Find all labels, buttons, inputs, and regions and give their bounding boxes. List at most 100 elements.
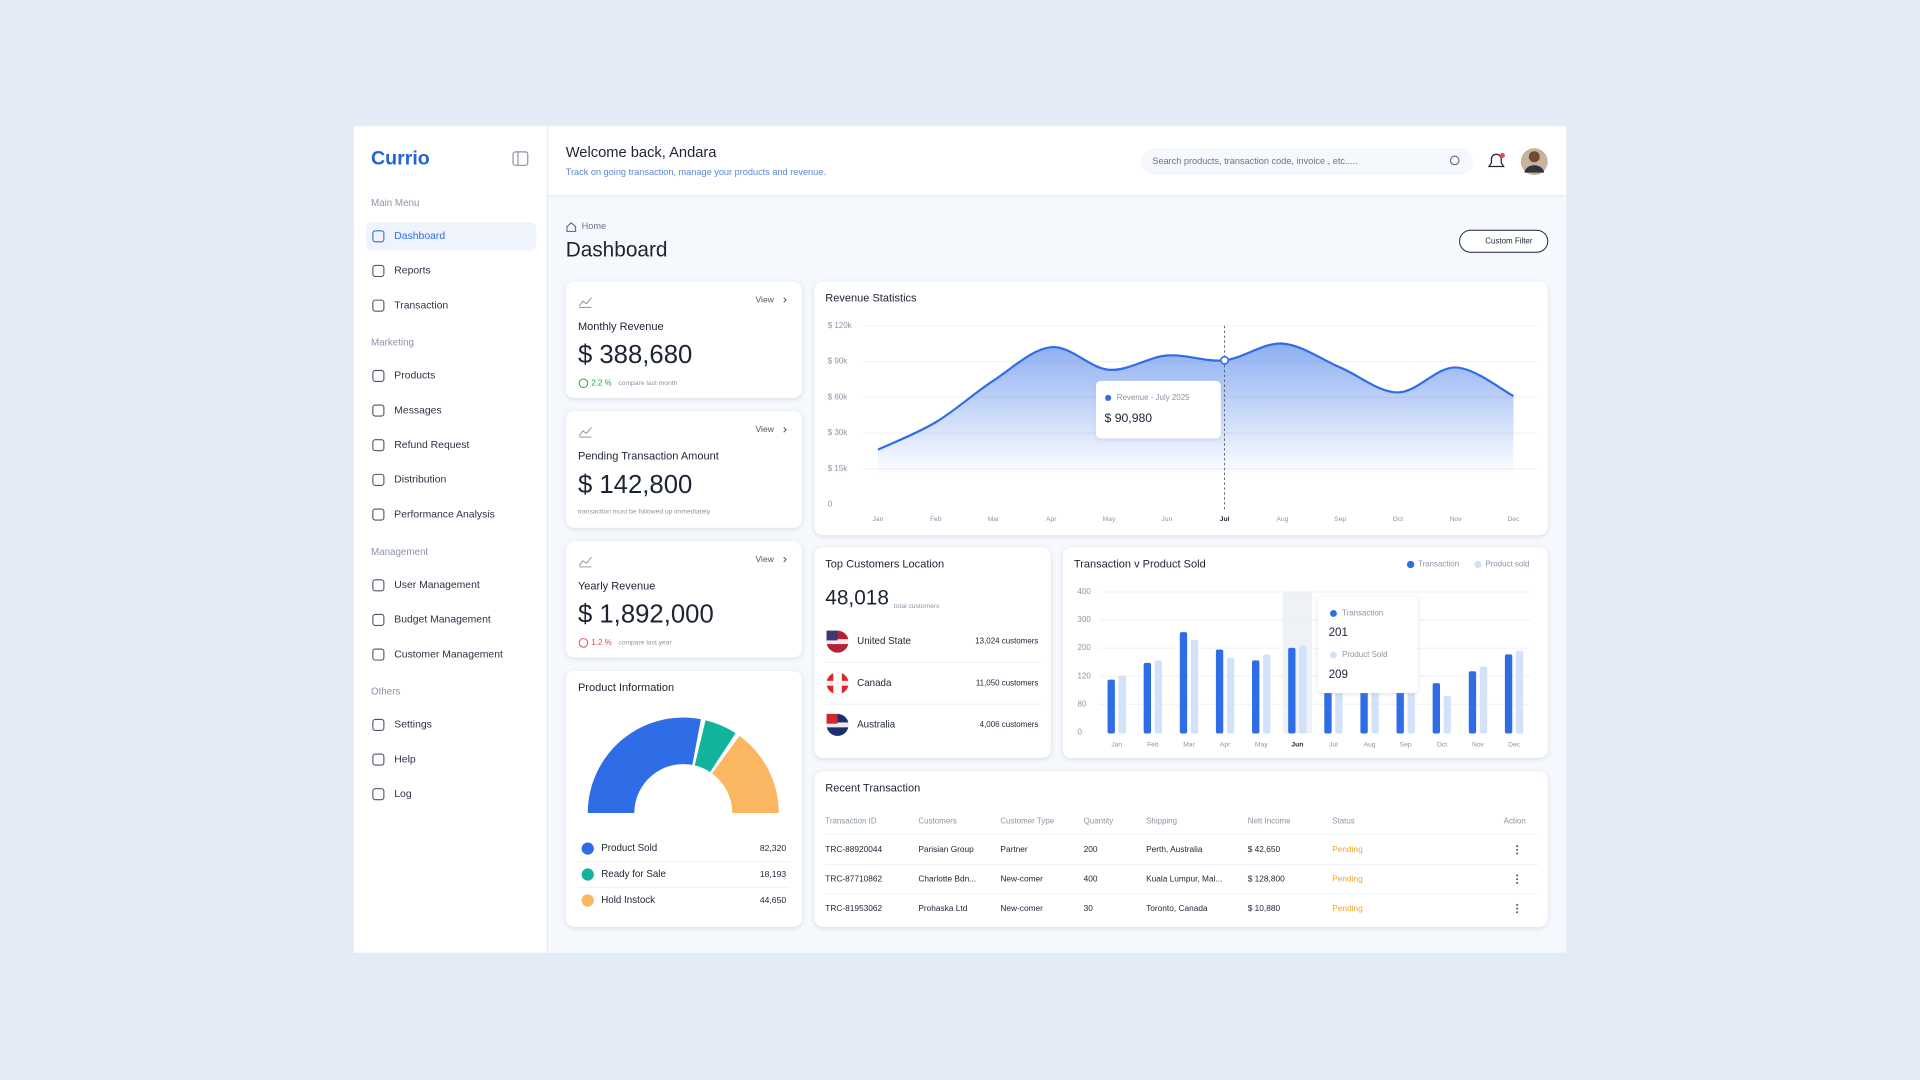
tooltip-value: 209 xyxy=(1329,668,1348,681)
y-tick-label: $ 90k xyxy=(828,357,847,366)
menu-item[interactable]: Transaction xyxy=(394,300,448,311)
card-title: Pending Transaction Amount xyxy=(578,451,719,463)
page-title: Dashboard xyxy=(566,239,668,262)
card-title: Monthly Revenue xyxy=(578,321,664,333)
menu-icon xyxy=(372,473,385,486)
chart-title: Revenue Statistics xyxy=(825,293,917,305)
change-icon xyxy=(578,638,589,648)
legend-dot xyxy=(1406,560,1415,569)
bell-icon[interactable] xyxy=(1487,153,1505,168)
brand: Currio xyxy=(371,147,430,169)
column-header: Shipping xyxy=(1146,817,1177,826)
menu-item[interactable]: Budget Management xyxy=(394,615,491,626)
card xyxy=(565,281,803,398)
legend-dot xyxy=(581,868,594,881)
legend-value: 82,320 xyxy=(760,843,786,853)
bar xyxy=(1118,675,1126,734)
card-title: Top Customers Location xyxy=(825,558,944,570)
card-note: compare last month xyxy=(618,380,677,387)
flag xyxy=(826,639,849,645)
breadcrumb[interactable]: Home xyxy=(582,221,606,231)
search-box[interactable] xyxy=(1141,148,1474,176)
view-link[interactable]: View xyxy=(756,424,775,434)
cell: Partner xyxy=(1000,844,1027,854)
flag xyxy=(826,713,838,724)
line xyxy=(877,342,1514,451)
x-tick-label: Jul xyxy=(1220,516,1230,523)
legend-dot xyxy=(581,894,594,907)
flag xyxy=(826,722,849,728)
sidebar xyxy=(353,126,548,953)
menu-item[interactable]: Performance Analysis xyxy=(394,509,495,520)
action-dot[interactable] xyxy=(1516,881,1519,884)
bar xyxy=(1107,679,1115,734)
bar xyxy=(1143,662,1152,734)
tooltip-value: $ 90,980 xyxy=(1104,411,1152,425)
filter-label: Custom Filter xyxy=(1485,236,1533,245)
view-link[interactable]: View xyxy=(756,554,775,564)
x-tick-label: Jun xyxy=(1291,741,1303,748)
x-tick-label: Oct xyxy=(1437,741,1448,748)
y-tick-label: 80 xyxy=(1078,699,1087,708)
card-note: compare last year xyxy=(618,640,672,647)
menu-icon xyxy=(372,404,385,417)
country: Canada xyxy=(857,678,892,689)
total-label: total customers xyxy=(894,603,940,610)
y-tick-label: $ 30k xyxy=(828,428,847,437)
menu-item[interactable]: Customer Management xyxy=(394,649,503,660)
action-dot[interactable] xyxy=(1516,848,1519,851)
menu-icon xyxy=(372,264,385,278)
menu-item[interactable]: Messages xyxy=(394,405,441,416)
menu-icon xyxy=(372,369,385,382)
action-dot[interactable] xyxy=(1516,878,1519,881)
bar xyxy=(1263,654,1271,734)
x-tick-label: Mar xyxy=(1183,741,1195,748)
menu-item[interactable]: Products xyxy=(394,371,435,382)
cell: TRC-88920044 xyxy=(825,844,882,854)
menu-icon xyxy=(372,230,385,243)
card-title: Yearly Revenue xyxy=(578,580,655,592)
action-dot[interactable] xyxy=(1516,903,1519,906)
x-tick-label: Jul xyxy=(1329,741,1338,748)
action-dot[interactable] xyxy=(1516,907,1519,910)
action-dot[interactable] xyxy=(1516,852,1519,855)
view-link[interactable]: View xyxy=(756,294,775,304)
cell: Kuala Lumpur, Mal... xyxy=(1146,873,1222,883)
menu-item[interactable]: Settings xyxy=(394,720,432,731)
cell: New-comer xyxy=(1000,873,1043,883)
avatar xyxy=(1528,151,1540,163)
x-tick-label: Oct xyxy=(1393,516,1404,523)
card-icon xyxy=(578,297,592,308)
action-dot[interactable] xyxy=(1516,911,1519,914)
customer-count: 4,006 customers xyxy=(980,720,1039,729)
toggle-icon[interactable] xyxy=(512,151,529,166)
y-tick-label: $ 15k xyxy=(828,464,847,473)
change: 1.2 % xyxy=(591,638,611,647)
menu-item[interactable]: Log xyxy=(394,789,412,800)
card-icon xyxy=(578,427,592,438)
menu-item[interactable]: Refund Request xyxy=(394,440,469,451)
menu-item[interactable]: Reports xyxy=(394,266,430,277)
legend-dot xyxy=(1474,560,1482,569)
menu-item[interactable]: Dashboard xyxy=(394,231,445,242)
y-tick-label: 200 xyxy=(1078,643,1092,652)
cell: 200 xyxy=(1084,844,1098,854)
tooltip-name: Product Sold xyxy=(1342,650,1387,659)
menu-item[interactable]: Distribution xyxy=(394,475,446,486)
section-title: Marketing xyxy=(371,337,414,348)
menu-icon xyxy=(372,439,385,452)
legend-dot xyxy=(581,842,594,855)
x-tick-label: Aug xyxy=(1364,741,1376,748)
home-icon xyxy=(566,222,577,233)
card xyxy=(814,771,1548,927)
action-dot[interactable] xyxy=(1516,874,1519,877)
menu-item[interactable]: Help xyxy=(394,754,416,765)
avatar xyxy=(1524,165,1545,173)
menu-item[interactable]: User Management xyxy=(394,580,480,591)
cell: 30 xyxy=(1084,903,1094,913)
x-tick-label: Aug xyxy=(1276,516,1288,523)
action-dot[interactable] xyxy=(1516,845,1519,848)
legend-label: Product Sold xyxy=(601,843,657,854)
legend-label: Transaction xyxy=(1418,560,1459,569)
filter-button[interactable] xyxy=(1459,229,1549,253)
